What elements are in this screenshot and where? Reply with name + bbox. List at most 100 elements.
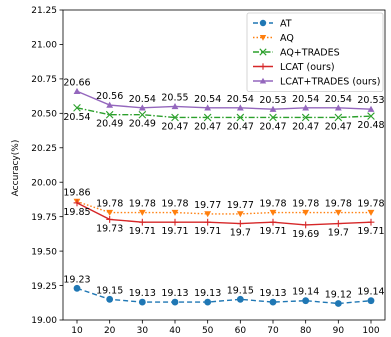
legend-label-aq: AQ <box>280 33 294 44</box>
data-label-at: 19.14 <box>292 287 319 298</box>
data-point-aq-trades <box>236 113 245 122</box>
y-tick-label: 20.25 <box>31 144 57 154</box>
data-label-aq: 19.86 <box>63 188 90 199</box>
x-tick-label: 70 <box>267 326 279 336</box>
data-label-at: 19.14 <box>357 287 384 298</box>
x-tick-label: 40 <box>169 326 181 336</box>
data-label-lcat-ours: 19.73 <box>96 223 123 234</box>
data-label-at: 19.15 <box>227 285 254 296</box>
data-label-aq-trades: 20.47 <box>161 121 188 132</box>
data-label-lcat-trades-ours: 20.66 <box>63 77 90 88</box>
data-point-lcat-trades-ours <box>73 87 81 95</box>
series-line-lcat-trades-ours <box>76 90 372 110</box>
data-label-aq-trades: 20.47 <box>227 121 254 132</box>
data-label-lcat-ours: 19.7 <box>230 228 251 239</box>
legend-item-lcat-trades-ours: LCAT+TRADES (ours) <box>253 76 380 87</box>
data-label-aq-trades: 20.49 <box>96 119 123 130</box>
data-label-lcat-trades-ours: 20.54 <box>325 94 352 105</box>
data-point-lcat-ours <box>73 199 81 207</box>
x-tick-label: 90 <box>333 326 345 336</box>
data-point-aq <box>269 209 277 216</box>
data-point-at <box>138 298 146 306</box>
x-axis-ticks: 10 20 30 40 50 60 70 80 90 100 <box>71 320 380 336</box>
data-point-lcat-ours <box>302 221 310 229</box>
data-label-lcat-ours: 19.71 <box>161 226 188 237</box>
x-tick-label: 10 <box>71 326 83 336</box>
series-layer <box>73 87 375 307</box>
data-point-aq-trades <box>73 104 81 112</box>
data-point-aq <box>367 209 375 216</box>
data-point-aq <box>106 209 114 216</box>
data-point-lcat-trades-ours <box>302 104 310 111</box>
legend-marker-aq-trades <box>259 48 267 56</box>
data-label-aq-trades: 20.47 <box>292 121 319 132</box>
data-point-at <box>269 298 277 306</box>
data-label-at: 19.13 <box>259 288 286 299</box>
data-label-aq-trades: 20.47 <box>194 121 221 132</box>
x-tick-label: 80 <box>300 326 312 336</box>
data-point-aq-trades <box>301 113 310 122</box>
data-label-lcat-ours: 19.71 <box>194 226 221 237</box>
data-labels-layer: 19.23 19.15 19.13 19.13 19.13 19.15 19.13 19.14… <box>63 77 384 300</box>
data-point-aq <box>334 209 342 216</box>
legend-label-lcat-trades-ours: LCAT+TRADES (ours) <box>280 76 380 87</box>
data-label-aq-trades: 20.49 <box>129 119 156 130</box>
data-point-at <box>106 295 114 303</box>
data-label-at: 19.13 <box>129 288 156 299</box>
data-point-aq <box>236 211 244 218</box>
data-label-aq: 19.78 <box>292 199 319 210</box>
data-point-lcat-ours <box>269 218 277 226</box>
data-point-lcat-ours <box>236 220 244 227</box>
data-point-lcat-ours <box>204 218 212 226</box>
series-lcat-ours <box>73 199 375 229</box>
data-point-lcat-trades-ours <box>269 105 277 112</box>
x-tick-label: 30 <box>137 326 149 336</box>
data-point-lcat-ours <box>367 218 375 226</box>
data-label-lcat-ours: 19.85 <box>63 207 90 218</box>
legend-label-aq-trades: AQ+TRADES <box>280 47 340 58</box>
data-label-lcat-trades-ours: 20.54 <box>227 94 254 105</box>
data-label-lcat-ours: 19.71 <box>259 226 286 237</box>
data-label-aq: 19.77 <box>194 200 221 211</box>
y-tick-label: 19.50 <box>31 247 57 257</box>
series-line-lcat-ours <box>76 202 372 226</box>
y-tick-label: 19.25 <box>31 282 57 292</box>
data-point-aq-trades <box>138 110 147 119</box>
y-axis-ticks: 19.00 19.25 19.50 19.75 20.00 20.25 20.50 20.75… <box>31 6 63 326</box>
y-tick-label: 20.00 <box>31 178 57 188</box>
data-point-aq-trades <box>269 113 277 122</box>
data-point-lcat-trades-ours <box>334 104 342 111</box>
data-label-at: 19.12 <box>325 289 352 300</box>
plot-frame <box>62 9 386 321</box>
series-aq-trades <box>73 104 375 122</box>
y-tick-label: 21.25 <box>31 6 57 16</box>
data-point-lcat-trades-ours <box>367 105 375 112</box>
data-point-lcat-trades-ours <box>106 101 114 108</box>
data-label-at: 19.13 <box>194 288 221 299</box>
data-point-aq-trades <box>171 113 179 122</box>
data-label-aq: 19.78 <box>129 199 156 210</box>
series-line-at <box>76 287 372 305</box>
data-point-at <box>334 300 342 307</box>
data-label-at: 19.23 <box>63 274 90 285</box>
data-point-aq-trades <box>105 110 114 119</box>
data-point-aq-trades <box>334 113 343 122</box>
data-label-at: 19.13 <box>161 288 188 299</box>
data-point-aq <box>302 209 310 216</box>
data-label-aq: 19.77 <box>227 200 254 211</box>
data-label-aq-trades: 20.47 <box>259 121 286 132</box>
data-label-aq: 19.78 <box>96 199 123 210</box>
legend-item-lcat-ours: LCAT (ours) <box>253 62 335 73</box>
data-label-lcat-trades-ours: 20.54 <box>129 94 156 105</box>
data-label-aq: 19.78 <box>161 199 188 210</box>
series-at <box>73 284 375 307</box>
data-label-aq-trades: 20.47 <box>325 121 352 132</box>
legend-marker-lcat-ours <box>259 63 267 70</box>
data-label-lcat-trades-ours: 20.53 <box>357 95 384 106</box>
data-point-aq <box>171 209 179 216</box>
y-tick-label: 20.75 <box>31 75 57 85</box>
data-point-lcat-ours <box>334 220 342 227</box>
data-label-aq-trades: 20.54 <box>63 112 90 123</box>
data-point-lcat-trades-ours <box>236 104 244 111</box>
